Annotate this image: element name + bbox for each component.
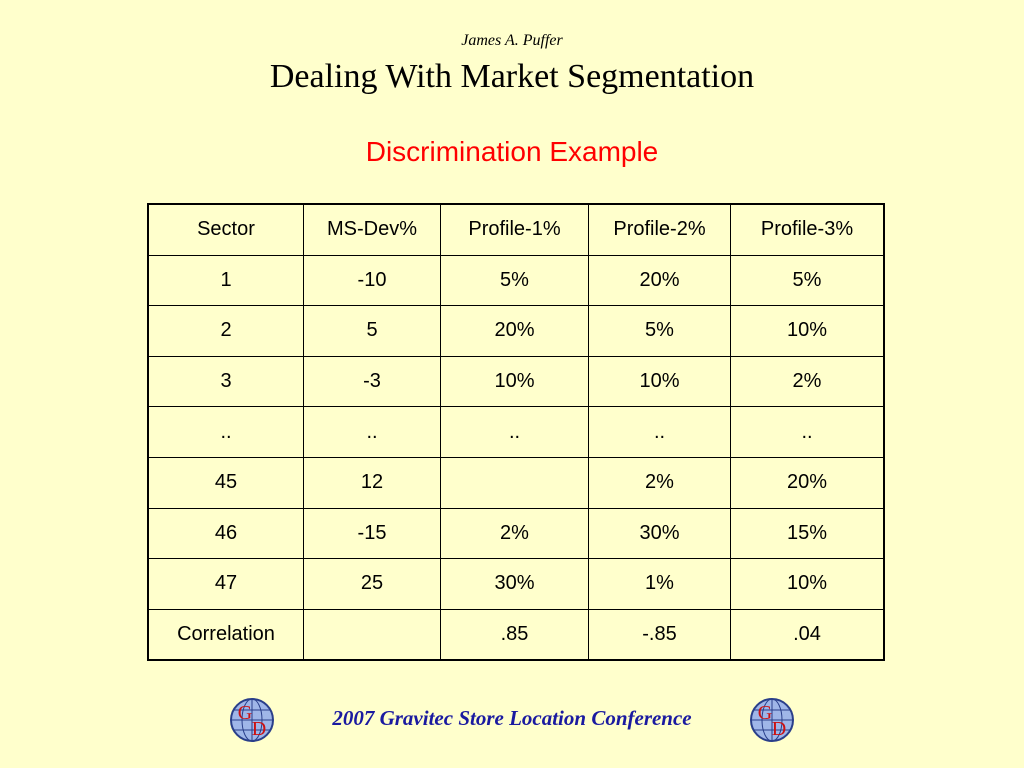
table-cell: 2% (730, 355, 885, 408)
table-cell: .. (730, 406, 885, 458)
table-cell: 5 (303, 305, 441, 357)
table-row: 3 -3 10% 10% 2% (147, 355, 885, 408)
logo: G D (750, 698, 794, 742)
subtitle: Discrimination Example (365, 136, 659, 167)
table-row: 45 12 2% 20% (147, 456, 885, 509)
slide-title: Dealing With Market Segmentation (269, 58, 755, 95)
table-cell: .. (588, 406, 731, 458)
table-cell: 25 (303, 558, 441, 610)
table-cell: 3 (147, 355, 304, 408)
table-cell: 47 (147, 558, 304, 610)
logo-letter: D (772, 718, 786, 740)
table-cell (303, 608, 441, 661)
table-row: .......... (147, 406, 885, 458)
table-cell: .04 (730, 608, 885, 661)
table-cell: 10% (588, 355, 731, 408)
table-cell: Correlation (147, 608, 304, 661)
table-cell: .. (303, 406, 441, 458)
table-row: 2 5 20% 5% 10% (147, 305, 885, 357)
column-header: Profile-1% (440, 203, 589, 256)
column-header: Sector (147, 203, 304, 256)
column-header: Profile-2% (588, 203, 731, 256)
footer-text: 2007 Gravitec Store Location Conference (332, 706, 692, 730)
table-cell: 45 (147, 456, 304, 509)
table-cell: .. (147, 406, 304, 458)
table-cell: 20% (440, 305, 589, 357)
logo-letter: G (758, 702, 772, 724)
column-header: Profile-3% (730, 203, 885, 256)
table-cell: 20% (730, 456, 885, 509)
logo: G D (230, 698, 274, 742)
table-cell: 5% (588, 305, 731, 357)
table-cell: .. (440, 406, 589, 458)
table-cell: 2% (588, 456, 731, 509)
table-cell (440, 456, 589, 509)
table-cell: -3 (303, 355, 441, 408)
table-cell: -15 (303, 507, 441, 560)
table-cell: 5% (440, 254, 589, 307)
table-cell: 5% (730, 254, 885, 307)
table-cell: 30% (440, 558, 589, 610)
table-cell: 10% (730, 305, 885, 357)
table-cell: -.85 (588, 608, 731, 661)
header-row: Sector MS-Dev% Profile-1% Profile-2% Profile… (147, 203, 885, 256)
table-row: 46 -15 2% 30% 15% (147, 507, 885, 560)
author: James A. Puffer (461, 32, 563, 49)
table-row: 1 -10 5% 20% 5% (147, 254, 885, 307)
table-cell: 1% (588, 558, 731, 610)
table-cell: .85 (440, 608, 589, 661)
table-cell: 46 (147, 507, 304, 560)
table-row: Correlation .85 -.85.04 (147, 608, 885, 661)
table-cell: 20% (588, 254, 731, 307)
column-header: MS-Dev% (303, 203, 441, 256)
table-cell: -10 (303, 254, 441, 307)
data-table: Sector MS-Dev% Profile-1% Profile-2% Profile… (147, 203, 885, 662)
logo-letter: G (238, 702, 252, 724)
table-cell: 2% (440, 507, 589, 560)
table-cell: 12 (303, 456, 441, 509)
table-cell: 15% (730, 507, 885, 560)
table-cell: 1 (147, 254, 304, 307)
table-cell: 30% (588, 507, 731, 560)
logo-letter: D (252, 718, 266, 740)
table-cell: 2 (147, 305, 304, 357)
table-row: 47 25 30% 1% 10% (147, 558, 885, 610)
table-cell: 10% (730, 558, 885, 610)
table-cell: 10% (440, 355, 589, 408)
